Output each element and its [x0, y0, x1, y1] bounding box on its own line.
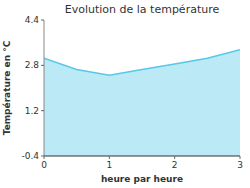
y-axis-label: Température en °C	[2, 40, 12, 135]
chart-title: Evolution de la température	[65, 3, 220, 16]
x-axis-line	[44, 156, 240, 157]
y-tick-label: 1.2	[25, 106, 39, 116]
y-tick	[41, 65, 44, 66]
y-axis-line	[44, 20, 45, 156]
x-tick-label: 0	[41, 160, 47, 170]
axes: 0 1 2 3 -0.4 1.2 2.8 4.4	[21, 15, 242, 170]
y-tick	[41, 110, 44, 111]
x-axis-label: heure par heure	[101, 174, 183, 184]
area-fill	[44, 50, 240, 156]
y-tick-label: 2.8	[25, 60, 40, 70]
x-tick	[240, 156, 241, 159]
y-tick	[41, 20, 44, 21]
x-tick-label: 3	[237, 160, 243, 170]
x-tick	[109, 156, 110, 159]
area-line	[44, 50, 240, 76]
y-tick	[41, 156, 44, 157]
y-tick-label: -0.4	[21, 151, 39, 161]
x-tick-label: 2	[172, 160, 178, 170]
plot-area	[44, 50, 240, 156]
y-tick-label: 4.4	[25, 15, 40, 25]
chart-svg: 0 1 2 3 -0.4 1.2 2.8 4.4 Evolution de la tempéra…	[0, 0, 250, 188]
x-tick	[174, 156, 175, 159]
x-tick-label: 1	[106, 160, 112, 170]
chart-container: 0 1 2 3 -0.4 1.2 2.8 4.4 Evolution de la tempéra…	[0, 0, 250, 188]
